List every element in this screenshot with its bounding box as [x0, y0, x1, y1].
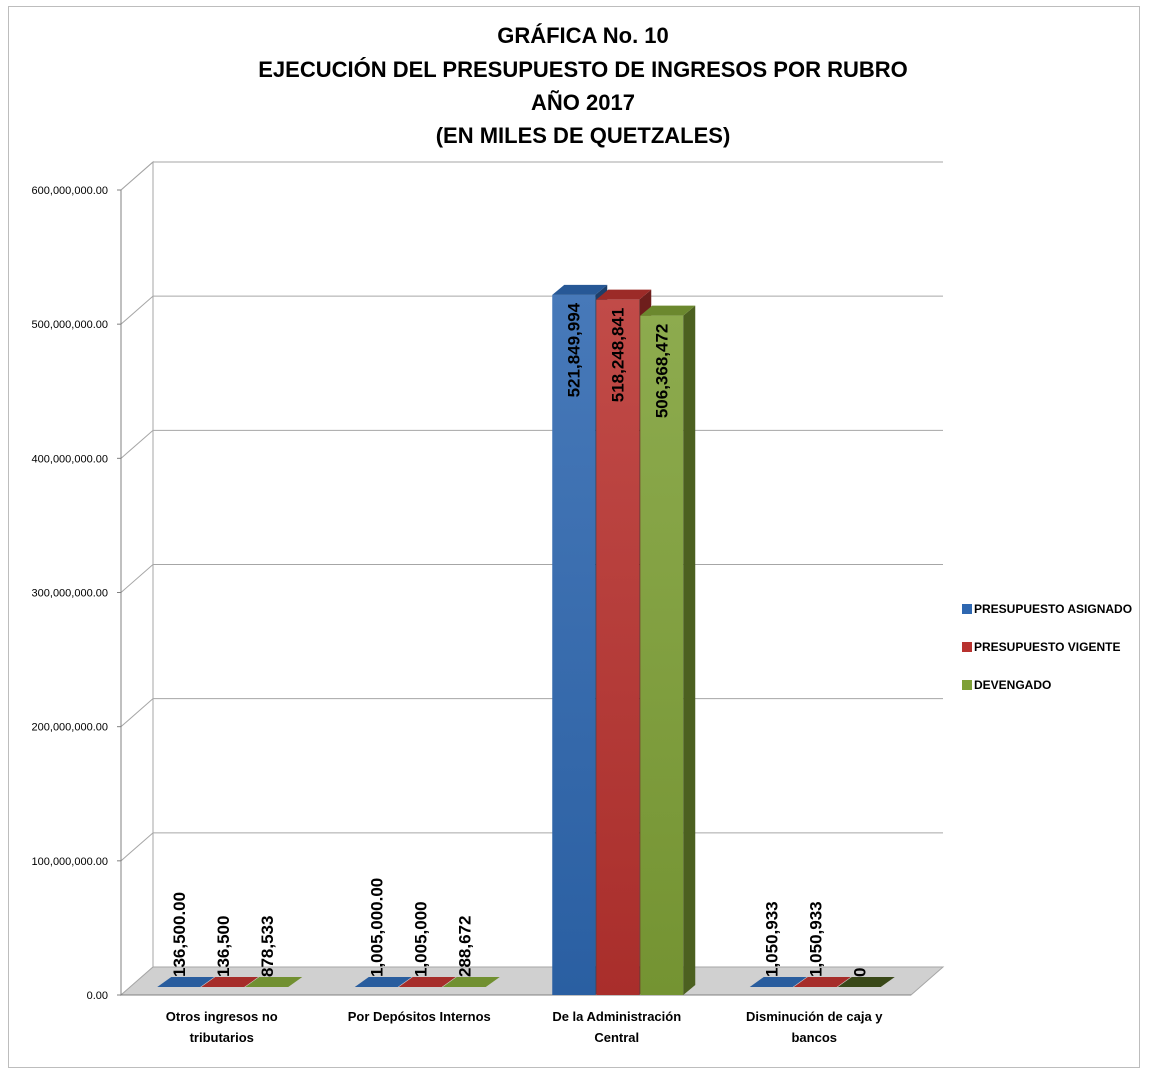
x-category-label-3-line-2: Central	[594, 1030, 639, 1045]
x-category-label-4-line-2: bancos	[791, 1030, 837, 1045]
x-category-label-4-line-1: Disminución de caja y	[746, 1009, 883, 1024]
chart-frame	[8, 6, 1140, 1068]
bar-presupuesto-asignado-4-flat	[749, 977, 807, 987]
bar-presupuesto-asignado-2-flat	[354, 977, 412, 987]
legend-label-1: PRESUPUESTO ASIGNADO	[974, 602, 1132, 616]
bar-devengado-2-flat	[442, 977, 500, 987]
bar-presupuesto-vigente-2	[398, 977, 456, 987]
gridline-side-4	[120, 429, 154, 459]
data-label-presupuesto-asignado-4: 1,050,933	[762, 901, 781, 977]
y-axis: 0.00 100,000,000.00 200,000,000.00 300,000,…	[32, 185, 122, 1002]
bar-presupuesto-vigente-4	[793, 977, 851, 987]
gridline-side-3	[120, 564, 154, 593]
bar-devengado-4-flat	[837, 977, 895, 987]
chart-walls	[119, 160, 945, 997]
data-label-devengado-3: 506,368,472	[653, 324, 672, 419]
y-tick-label-6: 600,000,000.00	[32, 185, 108, 197]
data-label-presupuesto-asignado-2: 1,005,000.00	[367, 878, 386, 977]
legend-label-3: DEVENGADO	[974, 678, 1051, 692]
gridline-side-5	[120, 295, 154, 325]
bar-devengado-1-flat	[245, 977, 303, 987]
bar-presupuesto-asignado-4	[749, 977, 807, 987]
data-label-presupuesto-vigente-3: 518,248,841	[609, 308, 628, 403]
bar-presupuesto-asignado-1-flat	[157, 977, 215, 987]
bar-presupuesto-asignado-3-top	[552, 284, 608, 295]
bar-presupuesto-vigente-2-flat	[398, 977, 456, 987]
bars	[157, 284, 895, 995]
bar-presupuesto-vigente-1	[201, 977, 259, 987]
bar-presupuesto-vigente-3-top	[596, 289, 652, 300]
y-tick-label-0: 0.00	[87, 990, 108, 1002]
title-line-3: AÑO 2017	[531, 90, 635, 115]
bar-devengado-4	[837, 977, 895, 987]
bar-devengado-1	[245, 977, 303, 987]
title-line-4: (EN MILES DE QUETZALES)	[436, 123, 731, 148]
y-tick-label-4: 400,000,000.00	[32, 453, 108, 465]
bar-devengado-2	[442, 977, 500, 987]
bar-presupuesto-asignado-2	[354, 977, 412, 987]
bar-devengado-3	[640, 305, 696, 995]
data-label-devengado-1: 878,533	[258, 916, 277, 977]
x-category-label-2-line-1: Por Depósitos Internos	[348, 1009, 491, 1024]
title-line-1: GRÁFICA No. 10	[497, 23, 669, 48]
y-tick-label-5: 500,000,000.00	[32, 319, 108, 331]
data-label-presupuesto-vigente-1: 136,500	[214, 916, 233, 977]
bar-presupuesto-vigente-4-flat	[793, 977, 851, 987]
title-line-2: EJECUCIÓN DEL PRESUPUESTO DE INGRESOS PO…	[258, 57, 908, 82]
data-label-devengado-2: 288,672	[455, 916, 474, 977]
legend-swatch-2	[962, 642, 972, 652]
data-labels: 136,500.00 136,500 878,533 1,005,000.00 1,00…	[170, 302, 870, 977]
gridline-side-6	[120, 161, 154, 191]
bar-devengado-3-front	[640, 315, 684, 995]
y-tick-label-3: 300,000,000.00	[32, 588, 108, 600]
x-axis: Otros ingresos no tributarios Por Depósito…	[121, 994, 911, 1045]
bar-devengado-3-top	[640, 305, 696, 316]
legend-label-2: PRESUPUESTO VIGENTE	[974, 640, 1120, 654]
y-tick-label-2: 200,000,000.00	[32, 722, 108, 734]
x-category-label-1-line-2: tributarios	[190, 1030, 254, 1045]
x-category-label-3-line-1: De la Administración	[552, 1009, 681, 1024]
data-label-presupuesto-vigente-2: 1,005,000	[411, 901, 430, 977]
data-label-presupuesto-vigente-4: 1,050,933	[806, 901, 825, 977]
bar-presupuesto-asignado-1	[157, 977, 215, 987]
data-label-devengado-4: 0	[850, 968, 869, 977]
data-label-presupuesto-asignado-3: 521,849,994	[565, 302, 584, 397]
gridlines	[120, 161, 943, 862]
bar-presupuesto-vigente-3-front	[596, 299, 640, 995]
legend: PRESUPUESTO ASIGNADO PRESUPUESTO VIGENTE D…	[962, 602, 1132, 692]
chart-title: GRÁFICA No. 10 EJECUCIÓN DEL PRESUPUESTO …	[258, 23, 908, 148]
legend-swatch-3	[962, 680, 972, 690]
y-tick-label-1: 100,000,000.00	[32, 856, 108, 868]
data-label-presupuesto-asignado-1: 136,500.00	[170, 892, 189, 977]
gridline-side-1	[120, 832, 154, 862]
x-category-label-1-line-1: Otros ingresos no	[166, 1009, 278, 1024]
bar-devengado-3-side	[683, 305, 696, 995]
bar-presupuesto-asignado-3-front	[552, 294, 596, 995]
legend-swatch-1	[962, 604, 972, 614]
bar-presupuesto-vigente-1-flat	[201, 977, 259, 987]
gridline-side-2	[120, 698, 154, 728]
